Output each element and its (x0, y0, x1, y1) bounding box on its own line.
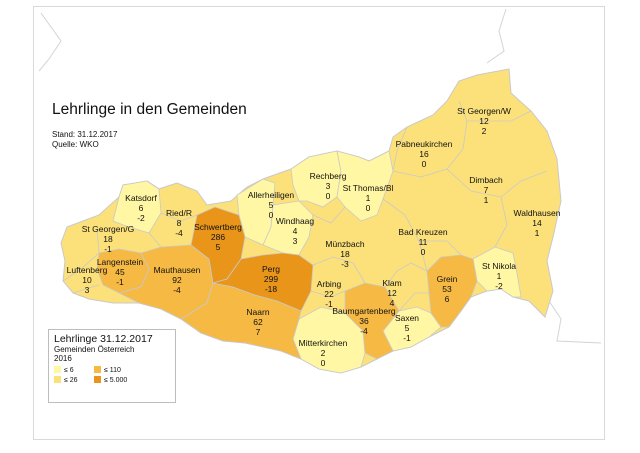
municipal-boundaries (62, 100, 548, 312)
legend-items: ≤ 6 ≤ 26 ≤ 110 ≤ 5.000 (54, 366, 170, 388)
legend-item: ≤ 6 (54, 366, 74, 375)
legend-item-label: ≤ 6 (64, 367, 74, 374)
legend-subtitle: Gemeinden Österreich 2016 (54, 345, 170, 363)
label-baumgartenberg: Baumgartenberg 36 -4 (332, 306, 396, 336)
label-st-georgen-w: St Georgen/W 12 2 (457, 106, 511, 136)
label-windhaag: Windhaag 4 3 (276, 216, 315, 246)
label-ried-r: Ried/R 8 -4 (166, 208, 192, 238)
label-st-thomas: St Thomas/Bl 1 0 (343, 183, 394, 213)
region-baumgartenberg (344, 282, 400, 360)
label-arbing: Arbing 22 -1 (317, 279, 342, 309)
legend-swatch (54, 376, 61, 383)
region-st-nikola (472, 246, 522, 298)
legend-item-label: ≤ 110 (104, 367, 121, 374)
map-legend: Lehrlinge 31.12.2017 Gemeinden Österreic… (48, 329, 176, 403)
municipality-labels: St Georgen/W 12 2 Pabneukirchen 16 0 Dimbach… (67, 106, 561, 368)
legend-item: ≤ 110 (94, 366, 121, 375)
label-waldhausen: Waldhausen 14 1 (514, 208, 561, 238)
stand-date: Stand: 31.12.2017 (52, 130, 118, 139)
label-langenstein: Langenstein 45 -1 (97, 257, 144, 287)
label-klam: Klam 12 4 (382, 278, 401, 308)
legend-item: ≤ 5.000 (94, 376, 127, 385)
legend-swatch (94, 376, 101, 383)
label-mitterkirchen: Mitterkirchen 2 0 (299, 338, 348, 368)
neighbour-boundary (38, 12, 62, 72)
region-st-thomas (336, 150, 394, 222)
legend-swatch (94, 366, 101, 373)
label-katsdorf: Katsdorf 6 -2 (125, 193, 157, 223)
choropleth-map: St Georgen/W 12 2 Pabneukirchen 16 0 Dimbach… (38, 8, 602, 374)
source: Quelle: WKO (52, 140, 99, 149)
label-pabneukirchen: Pabneukirchen 16 0 (396, 139, 453, 169)
label-dimbach: Dimbach 7 1 (469, 175, 503, 205)
map-title: Lehrlinge in den Gemeinden (52, 101, 247, 118)
region-perg (212, 252, 314, 312)
label-schwertberg: Schwertberg 286 5 (194, 222, 242, 252)
label-saxen: Saxen 5 -1 (395, 313, 419, 343)
legend-title: Lehrlinge 31.12.2017 (54, 333, 153, 345)
label-st-georgen-g: St Georgen/G 18 -1 (82, 224, 134, 254)
neighbour-boundary (548, 300, 602, 344)
label-rechberg: Rechberg 3 0 (310, 171, 347, 201)
label-st-nikola: St Nikola 1 -2 (482, 261, 516, 291)
region-rechberg (290, 150, 342, 208)
legend-item: ≤ 26 (54, 376, 78, 385)
label-grein: Grein 53 6 (437, 274, 458, 304)
region-grein (426, 254, 478, 328)
legend-item-label: ≤ 26 (64, 377, 78, 384)
label-naarn: Naarn 62 7 (246, 307, 269, 337)
label-bad-kreuzen: Bad Kreuzen 11 0 (398, 227, 447, 257)
neighbour-boundary (486, 8, 507, 64)
legend-swatch (54, 366, 61, 373)
label-perg: Perg 299 -18 (262, 264, 280, 294)
label-mauthausen: Mauthausen 92 -4 (154, 265, 201, 295)
legend-item-label: ≤ 5.000 (104, 377, 128, 384)
legend-subtitle-line1: Gemeinden Österreich (54, 345, 135, 354)
label-muenzbach: Münzbach 18 -3 (325, 239, 364, 269)
legend-subtitle-line2: 2016 (54, 354, 72, 363)
map-meta: Stand: 31.12.2017 Quelle: WKO (52, 130, 117, 150)
label-allerheiligen: Allerheiligen 5 0 (248, 190, 295, 220)
label-luftenberg: Luftenberg 10 3 (67, 265, 108, 295)
